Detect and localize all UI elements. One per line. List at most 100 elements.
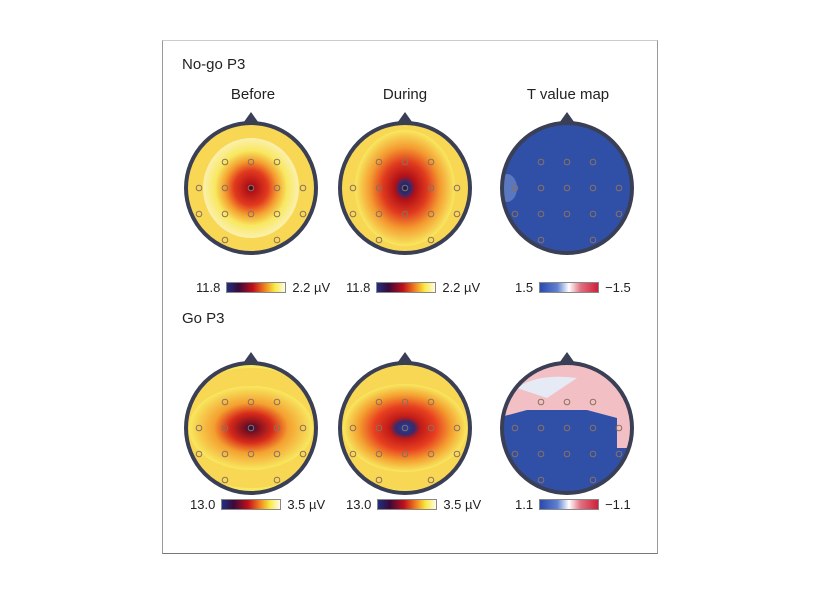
electrode-marker [221, 424, 229, 432]
electrode-marker [299, 424, 307, 432]
colorbar-min: 1.5 [515, 280, 534, 295]
head-outline [184, 361, 318, 495]
electrode-marker [563, 398, 571, 406]
electrode-marker [247, 184, 255, 192]
colorbar-go-during: 13.0 3.5 µV [346, 497, 481, 512]
colorbar-min: 13.0 [346, 497, 372, 512]
colorbar-gradient [377, 499, 438, 510]
colorbar-gradient [539, 282, 600, 293]
electrode-marker [195, 210, 203, 218]
electrode-marker [427, 476, 435, 484]
electrode-marker [453, 210, 461, 218]
colorbar-gradient [376, 282, 437, 293]
electrode-marker [537, 158, 545, 166]
colorbar-gradient [539, 499, 600, 510]
electrode-marker [589, 210, 597, 218]
electrode-marker [427, 398, 435, 406]
colorbar-go-before: 13.0 3.5 µV [190, 497, 325, 512]
electrode-marker [427, 450, 435, 458]
electrode-marker [563, 210, 571, 218]
electrode-marker [375, 398, 383, 406]
column-header-during: During [382, 86, 428, 103]
electrode-marker [427, 236, 435, 244]
electrode-marker [375, 476, 383, 484]
electrode-marker [221, 450, 229, 458]
colorbar-nogo-during: 11.8 2.2 µV [346, 280, 480, 295]
electrode-marker [273, 210, 281, 218]
electrode-marker [247, 450, 255, 458]
electrode-marker [221, 476, 229, 484]
electrode-marker [349, 424, 357, 432]
colorbar-max: 2.2 µV [292, 280, 331, 295]
electrode-marker [247, 158, 255, 166]
electrode-marker [349, 184, 357, 192]
electrode-marker [247, 398, 255, 406]
electrode-marker [427, 158, 435, 166]
electrode-marker [615, 210, 623, 218]
head-go-during [338, 352, 472, 495]
electrode-marker [563, 184, 571, 192]
electrode-marker [401, 424, 409, 432]
electrode-marker [221, 184, 229, 192]
electrode-marker [589, 184, 597, 192]
electrode-marker [427, 184, 435, 192]
electrode-marker [349, 210, 357, 218]
head-nogo-during [338, 112, 472, 255]
head-outline [338, 121, 472, 255]
electrode-marker [427, 424, 435, 432]
colorbar-gradient [221, 499, 282, 510]
head-go-tmap [500, 352, 634, 495]
electrode-marker [537, 476, 545, 484]
electrode-marker [375, 210, 383, 218]
electrode-marker [195, 184, 203, 192]
electrode-marker [589, 476, 597, 484]
electrode-marker [273, 476, 281, 484]
electrode-marker [299, 450, 307, 458]
column-header-tmap: T value map [526, 86, 610, 103]
electrode-marker [537, 184, 545, 192]
electrode-marker [563, 158, 571, 166]
electrode-marker [273, 184, 281, 192]
head-go-before [184, 352, 318, 495]
electrode-marker [375, 450, 383, 458]
electrode-marker [299, 210, 307, 218]
electrode-marker [615, 424, 623, 432]
electrode-marker [247, 424, 255, 432]
electrode-marker [615, 184, 623, 192]
electrode-marker [537, 236, 545, 244]
colorbar-min: 13.0 [190, 497, 216, 512]
colorbar-min: 11.8 [346, 280, 371, 295]
electrode-marker [563, 450, 571, 458]
head-nogo-before [184, 112, 318, 255]
electrode-marker [511, 210, 519, 218]
electrode-marker [401, 210, 409, 218]
electrode-marker [273, 424, 281, 432]
electrode-marker [349, 450, 357, 458]
electrode-marker [453, 450, 461, 458]
electrode-marker [401, 398, 409, 406]
electrode-marker [375, 184, 383, 192]
colorbar-max: 3.5 µV [287, 497, 326, 512]
colorbar-max: −1.1 [605, 497, 631, 512]
colorbar-max: 2.2 µV [442, 280, 481, 295]
electrode-marker [299, 184, 307, 192]
electrode-marker [453, 184, 461, 192]
colorbar-min: 1.1 [515, 497, 534, 512]
electrode-marker [221, 236, 229, 244]
electrode-marker [195, 424, 203, 432]
electrode-marker [273, 158, 281, 166]
colorbar-max: −1.5 [605, 280, 631, 295]
electrode-marker [273, 236, 281, 244]
electrode-marker [511, 450, 519, 458]
column-header-before: Before [230, 86, 276, 103]
electrode-marker [401, 184, 409, 192]
electrode-marker [247, 210, 255, 218]
electrode-marker [511, 424, 519, 432]
electrode-marker [615, 450, 623, 458]
electrode-marker [589, 424, 597, 432]
head-outline [500, 121, 634, 255]
electrode-marker [401, 158, 409, 166]
electrode-marker [273, 450, 281, 458]
electrode-marker [375, 158, 383, 166]
electrode-marker [511, 184, 519, 192]
